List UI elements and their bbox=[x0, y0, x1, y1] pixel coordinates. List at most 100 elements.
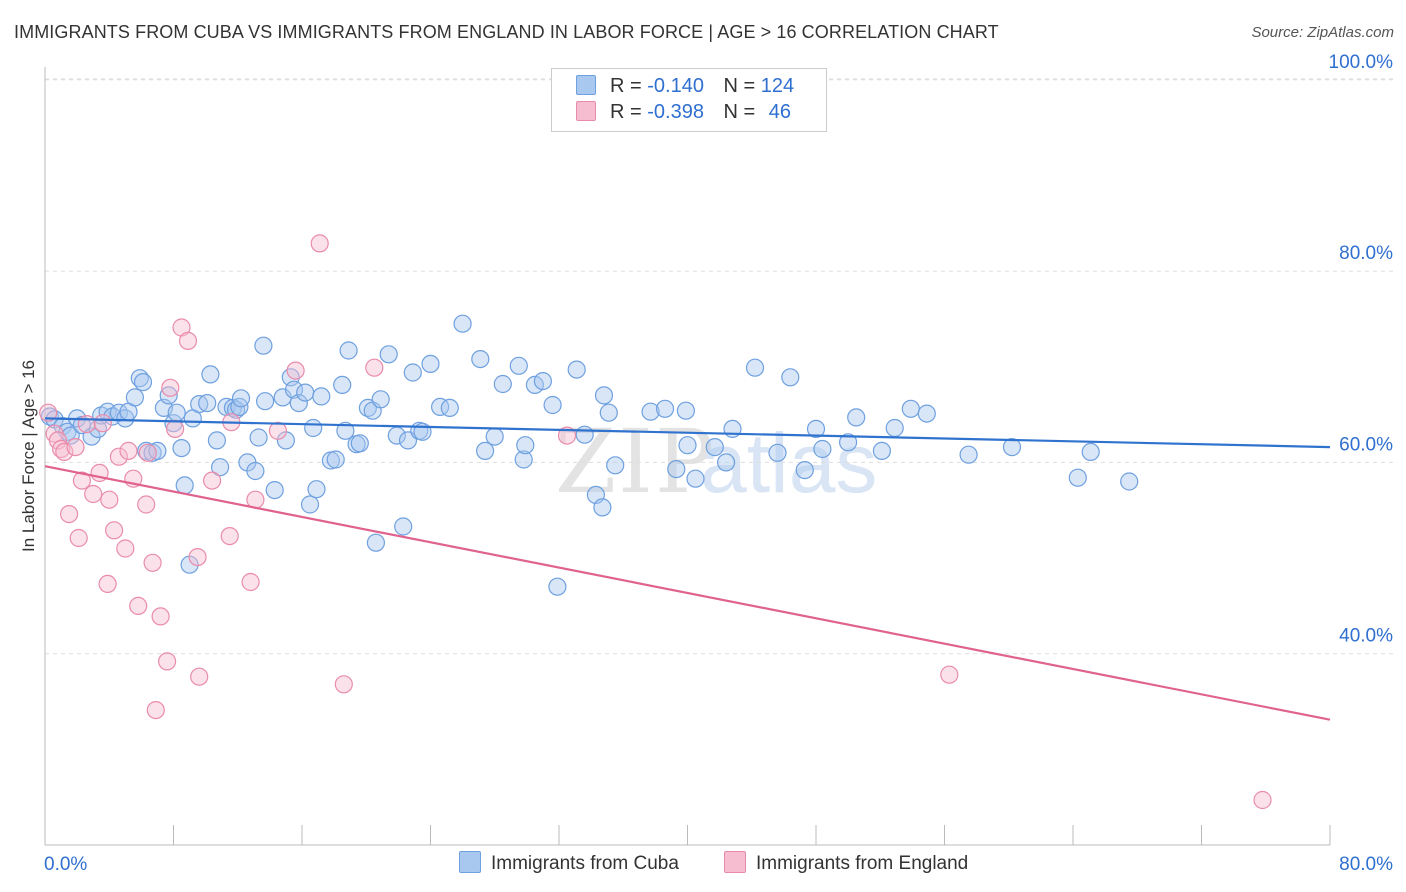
r-label: R = bbox=[610, 75, 642, 97]
cuba-point bbox=[159, 386, 178, 405]
england-point bbox=[203, 471, 222, 490]
england-point bbox=[286, 361, 305, 380]
cuba-point bbox=[453, 314, 472, 333]
cuba-point bbox=[745, 358, 765, 377]
cuba-point bbox=[371, 390, 390, 409]
watermark-atlas: atlas bbox=[700, 416, 877, 510]
correlation-legend: R = -0.140 N = 124 R = -0.398 N = 46 bbox=[551, 68, 827, 132]
cuba-point bbox=[336, 421, 355, 440]
england-point bbox=[69, 528, 88, 548]
cuba-point bbox=[917, 404, 936, 423]
y-tick-label: 80.0% bbox=[1339, 243, 1393, 264]
england-point bbox=[310, 234, 329, 253]
cuba-point bbox=[304, 418, 323, 438]
legend-item-england[interactable]: Immigrants from England bbox=[724, 851, 968, 875]
trend-lines bbox=[44, 417, 1331, 721]
cuba-point bbox=[296, 383, 315, 402]
england-point bbox=[109, 447, 129, 466]
england-point bbox=[129, 596, 148, 616]
grid-lines bbox=[45, 78, 1393, 655]
cuba-point bbox=[509, 356, 528, 375]
cuba-point bbox=[249, 428, 268, 447]
tick-labels: 40.0% 60.0% 80.0% 100.0% 0.0% 80.0% In Labor F… bbox=[19, 52, 1393, 875]
cuba-point bbox=[686, 469, 705, 488]
cuba-point bbox=[781, 368, 800, 387]
cuba-point bbox=[175, 476, 194, 495]
cuba-point bbox=[231, 389, 251, 408]
england-point bbox=[158, 652, 177, 671]
cuba-point bbox=[431, 397, 450, 416]
cuba-point bbox=[667, 460, 686, 479]
cuba-point bbox=[795, 461, 814, 480]
cuba-point bbox=[1081, 442, 1100, 461]
y-tick-label: 100.0% bbox=[1329, 52, 1394, 73]
cuba-point bbox=[885, 418, 904, 438]
watermark-zip: ZIP bbox=[555, 410, 716, 513]
england-point bbox=[55, 442, 74, 461]
england-point bbox=[51, 439, 71, 459]
n-value: 124 bbox=[760, 75, 795, 97]
cuba-point bbox=[606, 456, 625, 475]
england-point bbox=[104, 521, 124, 540]
england-point bbox=[138, 443, 157, 462]
x-tick-label: 80.0% bbox=[1339, 854, 1393, 875]
cuba-point bbox=[256, 392, 275, 411]
legend-item-cuba[interactable]: Immigrants from Cuba bbox=[459, 851, 679, 875]
legend-swatch-england bbox=[576, 101, 596, 121]
england-point bbox=[84, 484, 103, 504]
cuba-point bbox=[350, 434, 369, 453]
england-point bbox=[137, 495, 156, 514]
cuba-point bbox=[599, 403, 618, 422]
england-point bbox=[365, 358, 384, 377]
england-point bbox=[334, 675, 353, 694]
cuba-point bbox=[403, 363, 422, 382]
cuba-point bbox=[333, 375, 352, 394]
x-tick-label: 0.0% bbox=[44, 854, 87, 875]
series-cuba-points bbox=[40, 314, 1139, 596]
cuba-point bbox=[307, 480, 326, 499]
cuba-point bbox=[872, 441, 892, 460]
legend-swatch-cuba bbox=[459, 851, 481, 873]
cuba-point bbox=[768, 443, 787, 462]
england-point bbox=[93, 414, 112, 433]
cuba-point bbox=[326, 450, 345, 469]
cuba-point bbox=[167, 403, 186, 422]
cuba-point bbox=[440, 398, 459, 417]
legend-label-england: Immigrants from England bbox=[756, 853, 969, 874]
legend-label-cuba: Immigrants from Cuba bbox=[491, 853, 679, 874]
y-tick-label: 40.0% bbox=[1339, 626, 1393, 647]
england-point bbox=[66, 438, 85, 457]
cuba-point bbox=[172, 439, 191, 458]
cuba-point bbox=[284, 380, 304, 399]
cuba-point bbox=[485, 427, 504, 446]
series-legend: Immigrants from Cuba Immigrants from Eng… bbox=[0, 851, 1406, 879]
cuba-point bbox=[533, 372, 553, 391]
r-label: R = bbox=[610, 101, 642, 123]
england-point bbox=[98, 574, 117, 594]
cuba-point bbox=[594, 386, 614, 405]
axes bbox=[44, 67, 1331, 846]
cuba-point bbox=[471, 350, 490, 369]
cuba-point bbox=[516, 436, 535, 455]
legend-row-cuba: R = -0.140 N = 124 bbox=[576, 75, 794, 101]
cuba-point bbox=[641, 402, 660, 421]
cuba-point bbox=[716, 453, 736, 472]
cuba-point bbox=[806, 419, 826, 438]
england-point bbox=[119, 441, 138, 460]
cuba-point bbox=[394, 517, 413, 536]
r-value: -0.140 bbox=[647, 75, 704, 97]
cuba-point bbox=[813, 439, 832, 459]
cuba-point bbox=[211, 458, 230, 477]
cuba-point bbox=[575, 425, 594, 444]
series-england-points bbox=[39, 234, 1272, 810]
cuba-point bbox=[254, 336, 273, 355]
england-point bbox=[116, 539, 135, 558]
cuba-point bbox=[543, 395, 562, 415]
cuba-point bbox=[421, 354, 440, 373]
england-point bbox=[940, 665, 959, 684]
england-point bbox=[39, 403, 58, 422]
england-point bbox=[72, 471, 92, 490]
england-point bbox=[188, 547, 207, 567]
cuba-point bbox=[1120, 472, 1139, 491]
